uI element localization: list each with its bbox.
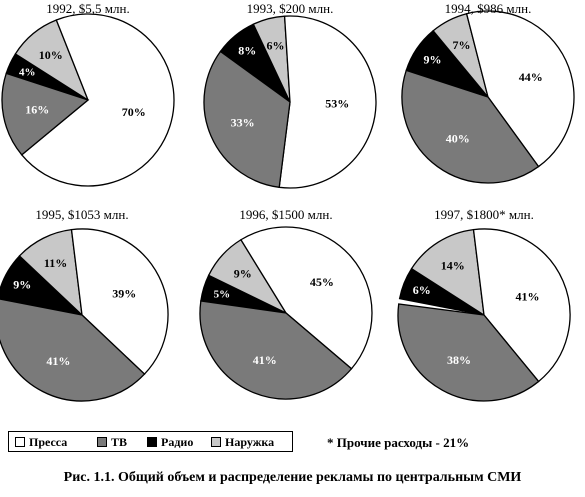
- pie-3-label-press: 44%: [519, 70, 543, 84]
- pie-3-label-tv: 40%: [446, 132, 470, 146]
- pie-6-label-radio: 6%: [413, 283, 431, 297]
- pie-6-slice-tv: [397, 303, 540, 402]
- pie-4-title: 1995, $1053 млн.: [35, 207, 129, 222]
- pie-3-label-radio: 9%: [424, 52, 442, 66]
- pie-2-slice-press: [278, 15, 377, 189]
- pie-1-title: 1992, $5,5 млн.: [46, 1, 130, 16]
- pie-5-label-radio: 5%: [214, 288, 231, 300]
- legend-item-tv: ТВ: [97, 435, 127, 450]
- pie-1-label-radio: 4%: [19, 66, 36, 78]
- legend-label-press: Пресса: [29, 435, 68, 449]
- pie-5-slice-tv: [199, 300, 353, 400]
- pie-1-slice-press: [20, 13, 175, 187]
- pie-2-slice-tv: [203, 50, 291, 189]
- pie-2-label-outdoor: 6%: [267, 38, 285, 52]
- pie-4: 9% 11% 39% 41%: [0, 228, 169, 402]
- legend-item-outdoor: Наружка: [211, 435, 274, 450]
- pie-5-slice-press: [240, 226, 373, 370]
- pie-1-slice-tv: [1, 72, 90, 156]
- pie-1: 4%10% 70% 16%: [1, 13, 175, 187]
- pie-2: 8% 6% 53% 33%: [203, 15, 377, 189]
- pie-1-label-tv: 16%: [25, 103, 49, 117]
- legend-swatch-press: [15, 437, 25, 447]
- legend-item-radio: Радио: [147, 435, 193, 450]
- pie-2-title: 1993, $200 млн.: [246, 1, 334, 16]
- pie-6-slice-outdoor: [410, 228, 485, 317]
- figure-caption: Рис. 1.1. Общий объем и распределение ре…: [63, 470, 522, 485]
- pie-6-title: 1997, $1800* млн.: [434, 207, 534, 222]
- pie-2-label-press: 53%: [325, 97, 349, 111]
- pie-3-title: 1994, $986 млн.: [444, 1, 532, 16]
- pie-6: 6% 14% 41% 38%: [397, 228, 571, 402]
- pie-6-label-press: 41%: [516, 289, 540, 303]
- pie-4-slice-press: [70, 228, 169, 376]
- legend-swatch-outdoor: [211, 437, 221, 447]
- legend-label-outdoor: Наружка: [225, 435, 275, 449]
- legend: Пресса ТВ Радио Наружка: [8, 431, 293, 452]
- pie-4-label-outdoor: 11%: [44, 256, 67, 270]
- pie-5-label-tv: 41%: [253, 353, 277, 367]
- pie-2-label-tv: 33%: [231, 116, 255, 130]
- pie-3-slice-press: [465, 10, 575, 168]
- pie-5-title: 1996, $1500 млн.: [239, 207, 333, 222]
- pie-3: 9% 7% 44% 40%: [401, 10, 575, 184]
- pie-6-slice-press: [472, 228, 571, 383]
- pie-4-label-tv: 41%: [46, 354, 70, 368]
- pie-4-label-radio: 9%: [13, 277, 31, 291]
- legend-label-radio: Радио: [161, 435, 194, 449]
- pie-3-label-outdoor: 7%: [453, 38, 471, 52]
- legend-swatch-radio: [147, 437, 157, 447]
- pie-5: 5%9% 45% 41%: [199, 226, 373, 400]
- pie-1-label-outdoor: 10%: [39, 48, 63, 62]
- legend-label-tv: ТВ: [111, 435, 128, 449]
- pie-5-label-outdoor: 9%: [234, 267, 252, 281]
- pie-6-label-outdoor: 14%: [441, 259, 465, 273]
- pie-4-slice-tv: [0, 298, 146, 402]
- pie-5-label-press: 45%: [310, 275, 334, 289]
- pie-3-slice-tv: [401, 69, 540, 184]
- legend-swatch-tv: [97, 437, 107, 447]
- footnote: * Прочие расходы - 21%: [327, 435, 470, 450]
- pie-1-label-press: 70%: [122, 105, 146, 119]
- pie-4-label-press: 39%: [112, 287, 136, 301]
- pie-6-label-tv: 38%: [447, 353, 471, 367]
- pie-2-label-radio: 8%: [238, 43, 256, 57]
- legend-item-press: Пресса: [15, 435, 67, 450]
